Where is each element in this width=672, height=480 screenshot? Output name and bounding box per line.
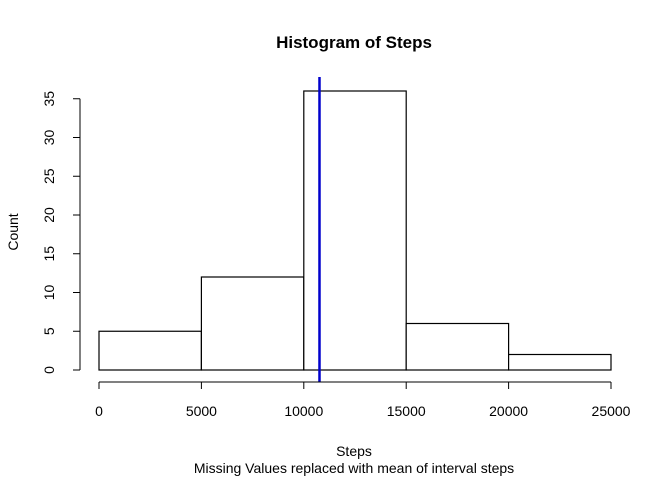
y-tick-label-2: 10 — [41, 285, 57, 301]
histogram-bar-3 — [405, 322, 510, 371]
y-axis-label: Count — [5, 213, 21, 250]
x-tick-label-4: 20000 — [489, 403, 528, 419]
x-tick-label-0: 0 — [95, 403, 103, 419]
chart-subtitle: Missing Values replaced with mean of int… — [194, 460, 514, 476]
x-tick-label-5: 25000 — [592, 403, 631, 419]
bars-group — [98, 90, 612, 371]
y-tick-label-5: 25 — [41, 168, 57, 184]
y-axis: 0 5 10 15 20 25 30 35 — [41, 91, 81, 374]
x-axis-label: Steps — [336, 443, 372, 459]
histogram-bar-0 — [98, 330, 203, 371]
histogram-bar-2 — [303, 90, 407, 371]
x-tick-label-2: 10000 — [284, 403, 323, 419]
y-tick-label-7: 35 — [41, 91, 57, 107]
chart-title: Histogram of Steps — [276, 33, 432, 52]
x-axis: 0 5000 10000 15000 20000 25000 — [95, 381, 631, 419]
y-tick-label-6: 30 — [41, 130, 57, 146]
y-tick-label-4: 20 — [41, 207, 57, 223]
y-tick-label-1: 5 — [41, 327, 57, 335]
y-tick-label-0: 0 — [41, 366, 57, 374]
x-tick-label-1: 5000 — [186, 403, 217, 419]
histogram-bar-1 — [200, 276, 305, 371]
y-tick-label-3: 15 — [41, 246, 57, 262]
histogram-bar-4 — [508, 353, 612, 371]
x-tick-label-3: 15000 — [387, 403, 426, 419]
